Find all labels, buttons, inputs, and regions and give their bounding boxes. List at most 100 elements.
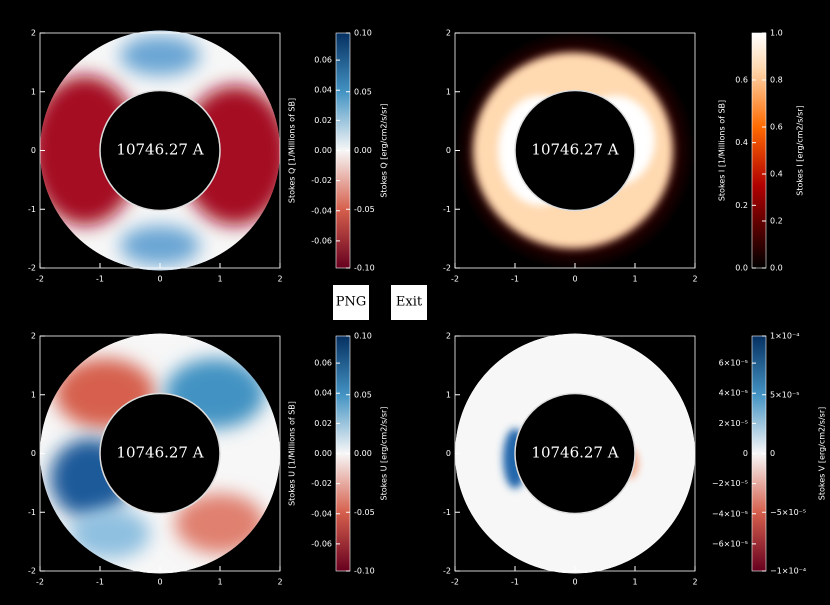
y-tick-label: -1 xyxy=(28,205,36,214)
y-tick-label: -1 xyxy=(443,508,451,517)
colorbar-tick-label: 0 xyxy=(743,449,748,458)
colorbar-tick-label: -0.05 xyxy=(354,508,375,517)
colorbar-title: Stokes V [erg/cm2/s/sr] xyxy=(818,407,827,501)
colorbar-tick-label: 0.6 xyxy=(735,76,748,85)
x-tick-label: -1 xyxy=(96,275,104,284)
colorbar-tick-label: 0 xyxy=(770,449,775,458)
colorbar xyxy=(751,32,767,269)
colorbar-tick-label: 0.4 xyxy=(735,138,748,147)
x-tick-label: 2 xyxy=(692,578,697,587)
y-tick-label: 0 xyxy=(446,146,451,155)
y-tick-label: -1 xyxy=(443,205,451,214)
colorbar-tick-label: -0.02 xyxy=(311,479,332,488)
colorbar-title: Stokes U [erg/cm2/s/sr] xyxy=(380,407,389,501)
x-tick-label: -2 xyxy=(451,275,459,284)
colorbar-tick-label: -0.06 xyxy=(311,236,332,245)
colorbar-tick-label: -0.02 xyxy=(311,176,332,185)
x-tick-label: 2 xyxy=(277,275,282,284)
y-tick-label: -2 xyxy=(443,567,451,576)
x-tick-label: -2 xyxy=(36,578,44,587)
x-tick-label: 2 xyxy=(692,275,697,284)
colorbar-tick-label: 0.04 xyxy=(314,86,332,95)
y-tick-label: 1 xyxy=(31,87,36,96)
colorbar-tick-label: 2×10⁻⁵ xyxy=(719,419,748,428)
occulting-disk xyxy=(99,392,221,515)
y-tick-label: 2 xyxy=(31,29,36,38)
x-tick-label: -2 xyxy=(451,578,459,587)
colorbar-tick-label: 6×10⁻⁵ xyxy=(719,359,748,368)
x-tick-label: -1 xyxy=(96,578,104,587)
wavelength-label: 10746.27 A xyxy=(531,141,618,159)
colorbar-tick-label: 0.00 xyxy=(314,146,332,155)
x-tick-label: 1 xyxy=(632,275,637,284)
colorbar-tick-label: 0.06 xyxy=(314,56,332,65)
wavelength-label: 10746.27 A xyxy=(531,444,618,462)
colorbar-tick-label: 0.04 xyxy=(314,389,332,398)
x-tick-label: 1 xyxy=(632,578,637,587)
png-button[interactable] xyxy=(333,285,369,320)
x-tick-label: 0 xyxy=(572,275,577,284)
colorbar-tick-label: -0.10 xyxy=(354,264,375,273)
emission xyxy=(70,508,150,559)
y-tick-label: -2 xyxy=(28,264,36,273)
colorbar-tick-label: 0.00 xyxy=(354,449,372,458)
x-tick-label: 1 xyxy=(217,275,222,284)
colorbar-tick-label: 0.06 xyxy=(314,359,332,368)
colorbar-tick-label: 0.2 xyxy=(770,217,783,226)
y-tick-label: -1 xyxy=(28,508,36,517)
y-tick-label: 1 xyxy=(446,390,451,399)
colorbar-tick-label: −1×10⁻⁴ xyxy=(770,567,806,576)
colorbar-tick-label: -0.05 xyxy=(354,205,375,214)
y-tick-label: 0 xyxy=(31,146,36,155)
colorbar-tick-label: 1×10⁻⁴ xyxy=(770,332,799,341)
x-tick-label: 1 xyxy=(217,578,222,587)
y-tick-label: 1 xyxy=(31,390,36,399)
exit-button[interactable] xyxy=(391,285,427,320)
wavelength-label: 10746.27 A xyxy=(116,444,203,462)
colorbar-tick-label: 0.00 xyxy=(314,449,332,458)
colorbar-tick-label: 0.10 xyxy=(354,29,372,38)
button[interactable]: PNG xyxy=(333,285,369,320)
y-tick-label: -2 xyxy=(443,264,451,273)
x-tick-label: 0 xyxy=(157,578,162,587)
colorbar-tick-label: 0.05 xyxy=(354,390,372,399)
exit-button-label[interactable]: Exit xyxy=(396,295,423,310)
colorbar-tick-label: 1.0 xyxy=(770,29,783,38)
emission xyxy=(175,493,265,554)
colorbar-tick-label: -0.04 xyxy=(311,509,332,518)
colorbar-tick-label: 5×10⁻⁵ xyxy=(770,390,799,399)
colorbar-tick-label: 0.05 xyxy=(354,87,372,96)
colorbar-tick-label: -0.06 xyxy=(311,539,332,548)
colorbar-tick-label: 0.2 xyxy=(735,201,748,210)
occulting-disk xyxy=(514,392,636,515)
colorbar-tick-label: -0.04 xyxy=(311,206,332,215)
colorbar-tick-label: 4×10⁻⁵ xyxy=(719,389,748,398)
x-tick-label: 0 xyxy=(157,275,162,284)
colorbar-tick-label: −4×10⁻⁵ xyxy=(712,509,748,518)
colorbar-tick-label: 0.02 xyxy=(314,116,332,125)
colorbar-tick-label: 0.8 xyxy=(770,76,783,85)
y-tick-label: 0 xyxy=(446,449,451,458)
colorbar-tick-label: 0.0 xyxy=(735,264,748,273)
colorbar-tick-label: −5×10⁻⁵ xyxy=(770,508,806,517)
colorbar-tick-label: −6×10⁻⁵ xyxy=(712,539,748,548)
emission xyxy=(120,225,200,266)
emission xyxy=(120,35,200,76)
colorbar-tick-label: 0.6 xyxy=(770,123,783,132)
colorbar-tick-label: 0.10 xyxy=(354,332,372,341)
button[interactable]: Exit xyxy=(391,285,427,320)
y-tick-label: 2 xyxy=(31,332,36,341)
colorbar-tick-label: 0.00 xyxy=(354,146,372,155)
occulting-disk xyxy=(99,89,221,212)
x-tick-label: -2 xyxy=(36,275,44,284)
x-tick-label: 2 xyxy=(277,578,282,587)
x-tick-label: -1 xyxy=(511,275,519,284)
wavelength-label: 10746.27 A xyxy=(116,141,203,159)
colorbar-tick-label: −2×10⁻⁵ xyxy=(712,479,748,488)
png-button-label[interactable]: PNG xyxy=(336,295,367,310)
y-tick-label: 2 xyxy=(446,29,451,38)
colorbar-title: Stokes I [1/Millions of SB] xyxy=(718,100,727,201)
y-tick-label: 2 xyxy=(446,332,451,341)
x-tick-label: 0 xyxy=(572,578,577,587)
